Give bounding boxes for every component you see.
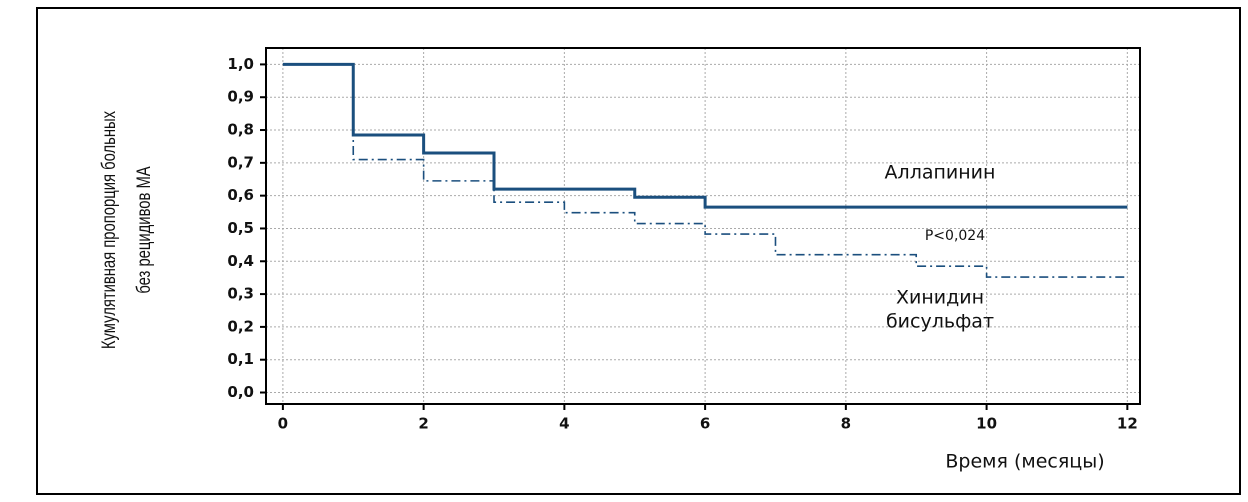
x-tick-label: 6 — [700, 415, 710, 433]
y-tick-label: 0,3 — [227, 285, 254, 303]
x-tick-label: 2 — [418, 415, 428, 433]
x-tick-label: 0 — [278, 415, 288, 433]
survival-line — [282, 62, 1128, 209]
y-tick-label: 0,1 — [227, 350, 254, 368]
x-tick-label: 10 — [976, 415, 997, 433]
annotation: P<0,024 — [925, 228, 985, 244]
annotation: Хинидин — [896, 287, 984, 309]
y-label-line: без рецидивов МА — [133, 166, 154, 294]
x-tick-label: 8 — [841, 415, 851, 433]
x-axis-label: Время (месяцы) — [945, 451, 1104, 473]
y-tick-label: 0,5 — [227, 219, 254, 237]
y-tick-label: 0,0 — [227, 383, 254, 401]
x-tick-label: 12 — [1117, 415, 1138, 433]
x-tick-label: 4 — [559, 415, 569, 433]
y-tick-label: 0,8 — [227, 121, 254, 139]
y-tick-label: 0,2 — [227, 317, 254, 335]
y-tick-label: 1,0 — [227, 55, 254, 73]
y-tick-label: 0,4 — [227, 252, 254, 270]
y-tick-label: 0,9 — [227, 88, 254, 106]
y-axis-label: Кумулятивная пропорция больных без рецид… — [98, 111, 154, 350]
plot-frame — [265, 47, 1141, 405]
y-tick-label: 0,7 — [227, 153, 254, 171]
y-tick-label: 0,6 — [227, 186, 254, 204]
annotation: Аллапинин — [885, 162, 996, 184]
frame — [36, 7, 1241, 495]
y-label-line: Кумулятивная пропорция больных — [98, 111, 119, 350]
annotation: бисульфат — [886, 311, 994, 333]
